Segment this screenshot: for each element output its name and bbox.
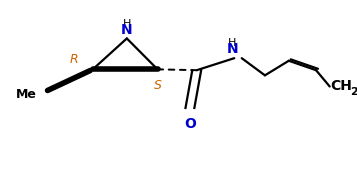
Text: N: N [121,23,133,37]
Text: H: H [123,19,131,29]
Text: O: O [184,117,196,131]
Text: S: S [154,79,161,92]
Text: N: N [227,42,238,56]
Text: H: H [228,38,237,48]
Text: 2: 2 [350,87,357,97]
Text: R: R [70,53,78,66]
Text: Me: Me [16,88,36,101]
Text: CH: CH [331,79,353,93]
